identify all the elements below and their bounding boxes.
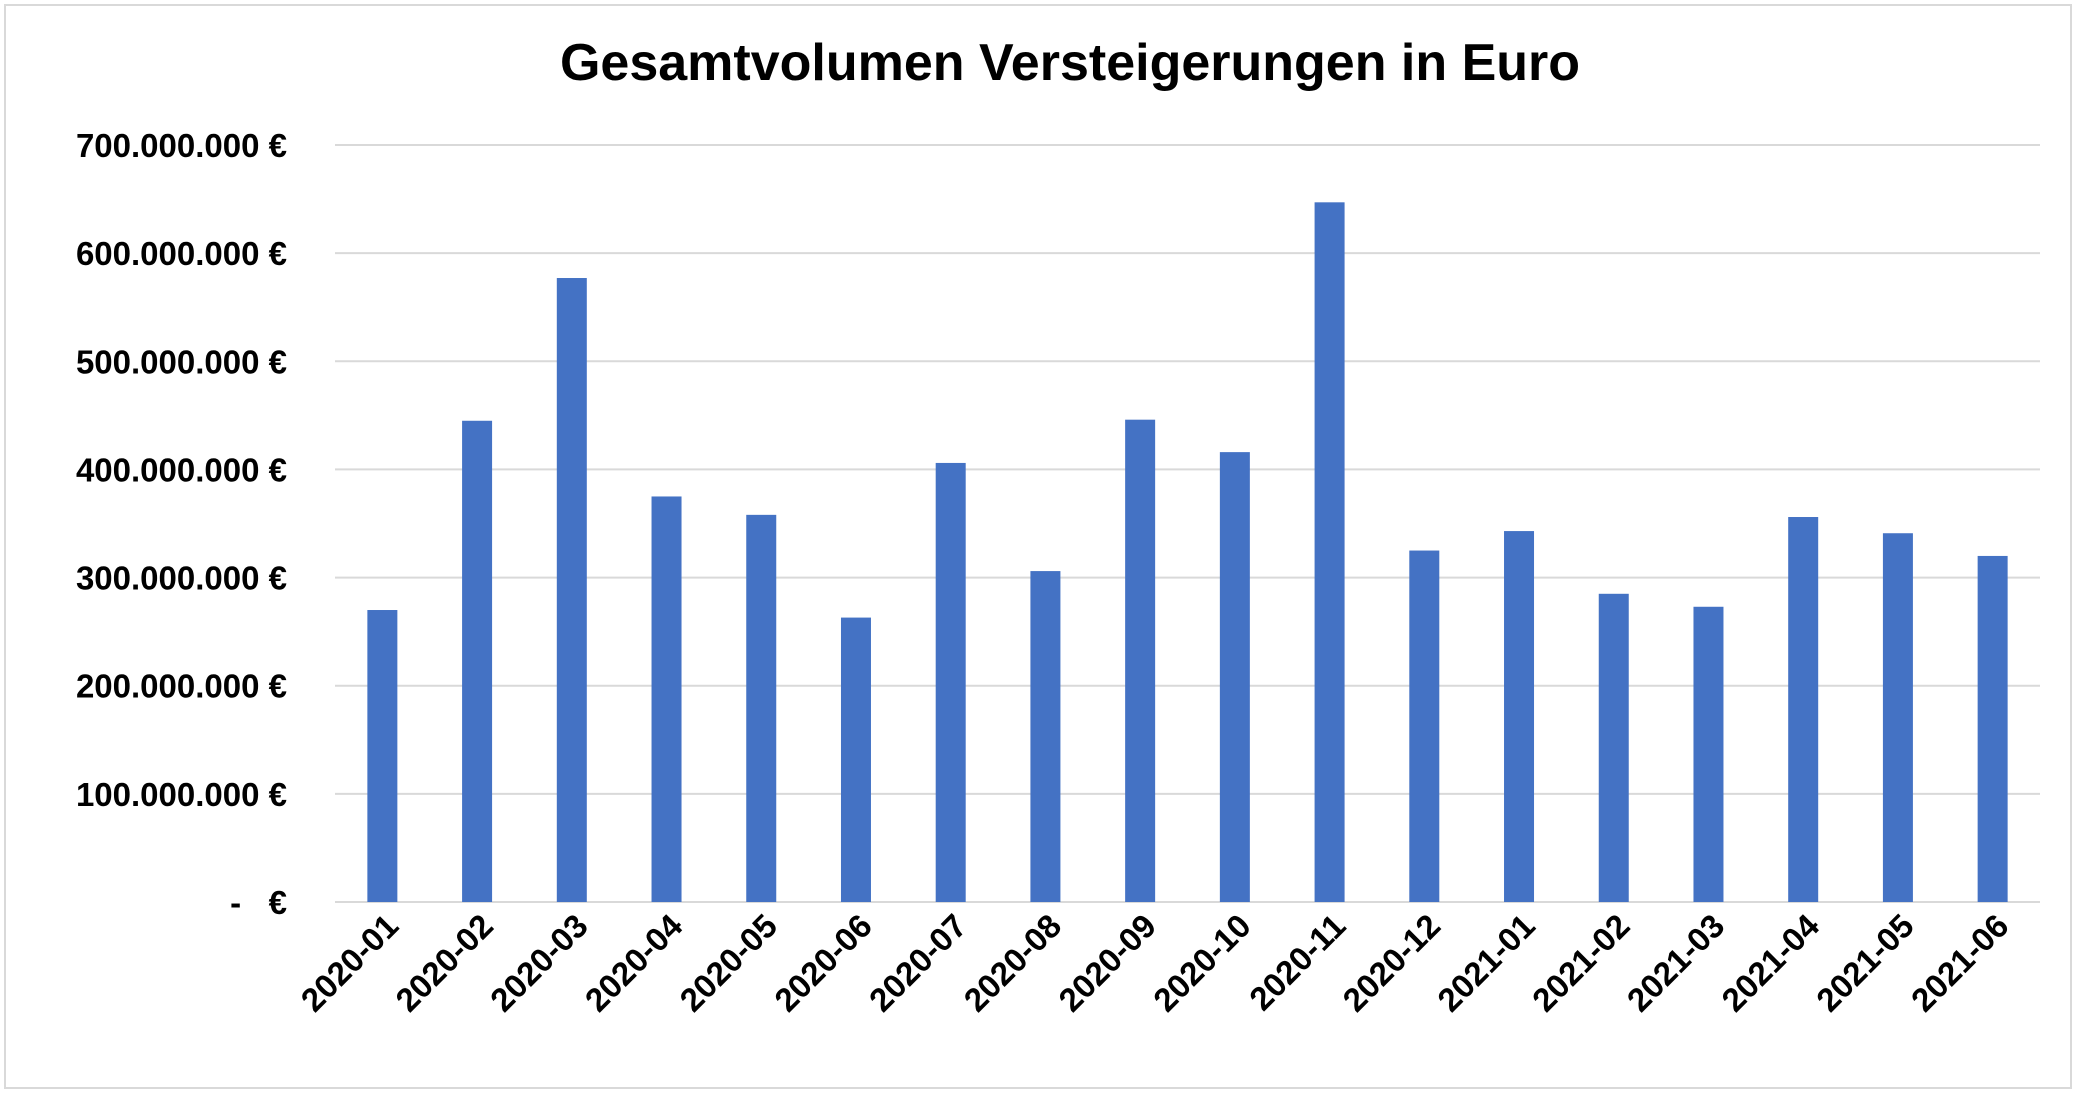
x-tick-label: 2020-08 [957,907,1069,1019]
x-tick-label: 2020-04 [578,906,690,1018]
bar-2021-03 [1693,606,1724,902]
x-tick-label: 2020-02 [388,907,500,1019]
x-tick-label: 2020-11 [1242,907,1353,1018]
bar-2020-06 [840,617,871,902]
bar-2020-07 [935,462,966,902]
bar-2021-06 [1977,555,2008,902]
bar-2020-11 [1314,202,1345,902]
bar-2020-03 [556,278,587,902]
x-tick-label: 2021-05 [1809,907,1921,1019]
bar-2020-10 [1219,452,1250,902]
x-tick-label: 2020-01 [294,907,406,1019]
bar-2020-02 [462,420,493,902]
x-axis: 2020-012020-022020-032020-042020-052020-… [294,906,2016,1018]
x-tick-label: 2020-06 [767,907,879,1019]
x-tick-label: 2021-03 [1620,907,1732,1019]
y-tick-label: 600.000.000 € [76,235,287,272]
x-tick-label: 2021-02 [1525,907,1637,1019]
x-tick-label: 2020-05 [672,907,784,1019]
y-tick-label: - € [230,884,287,921]
x-tick-label: 2021-04 [1714,906,1826,1018]
y-tick-label: 500.000.000 € [76,343,287,380]
bar-2020-09 [1125,419,1156,902]
bar-2020-04 [651,496,682,902]
x-tick-label: 2021-01 [1430,907,1542,1019]
bars [367,202,2008,902]
bar-2021-02 [1598,593,1629,902]
x-tick-label: 2021-06 [1904,907,2016,1019]
bar-2020-05 [746,514,777,902]
x-tick-label: 2020-07 [862,907,974,1019]
y-tick-label: 400.000.000 € [76,451,287,488]
y-tick-label: 100.000.000 € [76,776,287,813]
bar-2021-05 [1882,533,1913,902]
bar-2021-01 [1504,531,1535,902]
bar-2020-12 [1409,550,1440,902]
y-tick-label: 200.000.000 € [76,668,287,705]
bar-2021-04 [1788,517,1819,902]
bar-2020-08 [1030,571,1061,902]
x-tick-label: 2020-10 [1146,907,1258,1019]
gridlines [335,144,2040,903]
bar-2020-01 [367,610,398,902]
x-tick-label: 2020-03 [483,907,595,1019]
y-tick-label: 300.000.000 € [76,560,287,597]
chart-title: Gesamtvolumen Versteigerungen in Euro [560,34,1580,92]
y-tick-label: 700.000.000 € [76,127,287,164]
chart-frame [4,4,2072,1089]
x-tick-label: 2020-12 [1335,907,1447,1019]
x-tick-label: 2020-09 [1051,907,1163,1019]
y-axis: - € 100.000.000 € 200.000.000 € 300.000.000… [76,127,287,921]
